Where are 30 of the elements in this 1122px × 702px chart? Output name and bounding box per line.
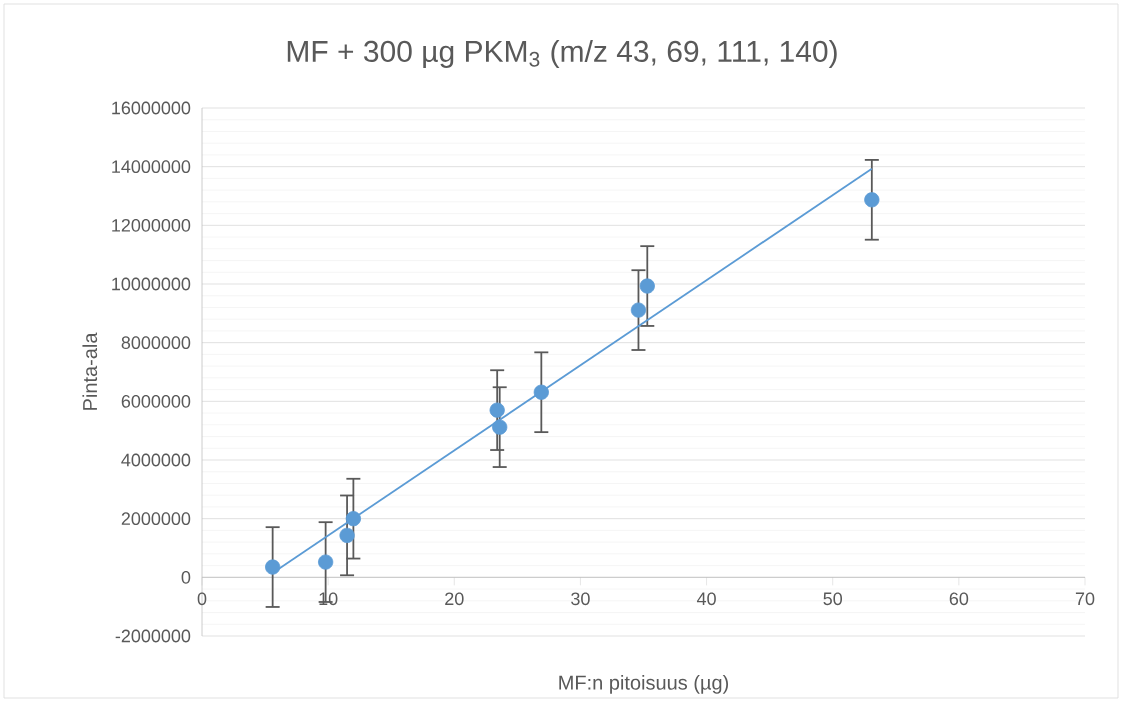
x-axis-title: MF:n pitoisuus (µg): [559, 675, 729, 694]
point: [265, 559, 281, 575]
point: [533, 384, 549, 400]
point: [639, 278, 655, 294]
y-tick-label: 2000000: [121, 512, 191, 526]
y-tick-label: 12000000: [112, 218, 191, 232]
x-tick-label: 60: [949, 592, 969, 606]
x-tick-label: 50: [823, 592, 843, 606]
x-tick-label: 40: [696, 592, 716, 606]
point: [345, 511, 361, 527]
chart-title: MF + 300 µg PKM$_{3}$ (m/z 43, 69, 111, 140): [287, 40, 837, 68]
point: [318, 554, 334, 570]
y-tick-label: -2000000: [115, 629, 191, 643]
point: [864, 192, 880, 208]
point: [492, 419, 508, 435]
point: [489, 402, 505, 418]
point: [339, 527, 355, 543]
point: [630, 302, 647, 318]
y-tick-label: 16000000: [112, 101, 191, 115]
x-tick-label: 70: [1075, 592, 1095, 606]
y-tick-label: 14000000: [112, 160, 191, 174]
y-tick-label: 0: [181, 570, 191, 584]
x-tick-label: 30: [571, 592, 590, 606]
y-tick-label: 8000000: [121, 336, 191, 350]
y-tick-label: 6000000: [121, 394, 191, 408]
y-axis-title: Pinta-ala: [82, 332, 98, 410]
y-tick-label: 10000000: [112, 277, 191, 291]
x-tick-label: 20: [445, 592, 464, 606]
y-tick-label: 4000000: [121, 453, 191, 467]
x-tick-label: 0: [197, 592, 207, 606]
